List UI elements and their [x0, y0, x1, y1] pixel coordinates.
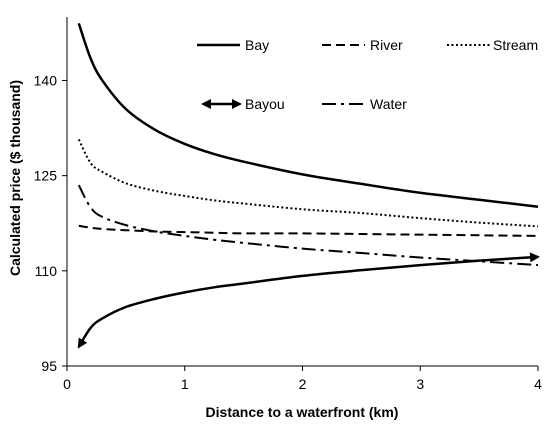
legend-label-river: River	[370, 37, 403, 53]
series-line-stream	[77, 139, 539, 228]
legend-label-bay: Bay	[245, 37, 269, 53]
axes: 0 1 2 3 4 95 110 125 140	[34, 17, 542, 392]
series-line-bayou	[77, 252, 540, 349]
legend-label-stream: Stream	[493, 37, 538, 53]
legend-label-bayou: Bayou	[245, 96, 285, 112]
series-line-bay	[77, 22, 539, 208]
legend-label-water: Water	[370, 96, 407, 112]
x-tick-label: 1	[181, 376, 189, 392]
y-tick-label: 140	[34, 72, 58, 88]
x-tick-label: 4	[534, 376, 542, 392]
y-axis-title: Calculated price ($ thousand)	[7, 80, 23, 276]
legend: Bay River Stream Bayou Water	[197, 37, 538, 112]
series-line-water	[77, 184, 539, 267]
y-tick-label: 110	[35, 263, 58, 279]
series-layer	[77, 22, 540, 349]
series-line-river	[78, 224, 539, 237]
x-tick-label: 2	[299, 376, 307, 392]
y-tick-label: 125	[34, 168, 58, 184]
x-tick-label: 0	[63, 376, 71, 392]
x-tick-label: 3	[416, 376, 424, 392]
y-tick-label: 95	[41, 358, 57, 374]
x-axis-title: Distance to a waterfront (km)	[206, 404, 399, 420]
